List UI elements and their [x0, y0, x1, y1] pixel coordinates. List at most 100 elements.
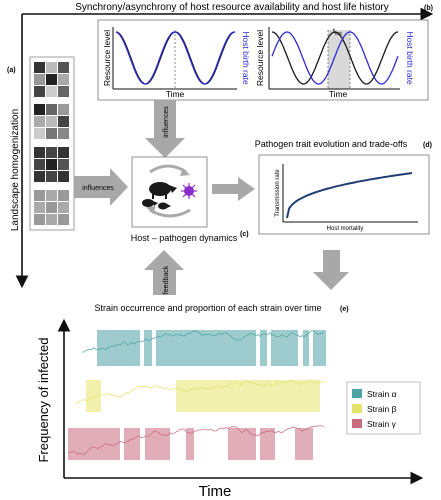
landscape-tile	[58, 62, 69, 73]
landscape-tile	[46, 190, 57, 201]
strain-occurrence-bar	[303, 330, 309, 366]
legend-swatch	[352, 389, 362, 398]
trait-axes	[282, 164, 418, 223]
landscape-tile	[58, 171, 69, 182]
left-resource-label: Resource level	[102, 30, 112, 86]
right-birth-label: Host birth rate	[405, 31, 415, 85]
strain-occurrence-bar	[144, 330, 152, 366]
landscape-tile	[58, 159, 69, 170]
legend-swatch	[352, 404, 362, 413]
landscape-tile	[34, 159, 45, 170]
strain-frequency-line	[81, 329, 325, 353]
landscape-tile	[34, 171, 45, 182]
header-tag: (b)	[424, 5, 433, 12]
landscape-tile	[58, 202, 69, 213]
sync-left-plot	[112, 27, 237, 90]
center-tag: (c)	[240, 231, 249, 238]
left-birth-label: Host birth rate	[241, 31, 251, 85]
landscape-tile	[58, 116, 69, 127]
landscape-tile	[34, 62, 45, 73]
landscape-tile	[58, 214, 69, 225]
strain-occurrence-bar	[86, 380, 101, 412]
strain-bars	[68, 330, 326, 460]
landscape-tile	[34, 128, 45, 139]
right-resource-label: Resource level	[255, 30, 265, 86]
landscape-tile	[46, 104, 57, 115]
strain-occurrence-bar	[186, 428, 194, 460]
strain-ylabel: Frequency of infected	[36, 337, 51, 462]
legend-swatch	[352, 419, 362, 428]
landscape-tile	[58, 147, 69, 158]
strain-frequency-line	[75, 379, 326, 404]
landscape-tile	[34, 190, 45, 201]
strain-occurrence-bar	[145, 428, 170, 460]
strain-occurrence-bar	[260, 330, 267, 366]
trait-ylabel: Transmission rate	[275, 169, 281, 217]
feedback-label: feedback	[163, 265, 170, 294]
trade-off-curve	[286, 172, 413, 219]
landscape-tile	[46, 116, 57, 127]
feedback-arrow	[144, 250, 184, 295]
landscape-tile	[34, 214, 45, 225]
strain-frequency-line	[67, 425, 325, 455]
strain-occurrence-bar	[124, 428, 140, 460]
strain-axes	[57, 318, 424, 485]
virus-icon	[181, 183, 197, 199]
sync-right-plot	[268, 27, 400, 90]
landscape-tile	[46, 128, 57, 139]
legend-label: Strain α	[367, 389, 397, 399]
landscape-tile	[34, 104, 45, 115]
landscape-tile	[46, 214, 57, 225]
strain-occurrence-bar	[97, 330, 140, 366]
landscape-tile	[46, 202, 57, 213]
legend-label: Strain γ	[367, 419, 397, 429]
strain-occurrence-bar	[295, 428, 313, 460]
boar-icon	[142, 182, 177, 210]
landscape-tile	[34, 74, 45, 85]
landscape-tile	[34, 86, 45, 97]
landscape-tile	[34, 202, 45, 213]
right-birth-curve	[271, 31, 399, 85]
legend-label: Strain β	[367, 404, 397, 414]
landscape-tile	[58, 74, 69, 85]
trait-tag: (d)	[423, 142, 432, 149]
landscape-tile	[34, 116, 45, 127]
strain-tag: (e)	[340, 306, 349, 313]
landscape-tile	[46, 86, 57, 97]
left-time-label: Time	[166, 89, 185, 99]
strain-lines	[67, 329, 326, 455]
landscape-title: Landscape homogenization	[10, 109, 21, 231]
landscape-tile	[46, 74, 57, 85]
strain-occurrence-bar	[228, 428, 256, 460]
header-title: Synchrony/asynchrony of host resource av…	[75, 2, 389, 13]
left-birth-curve	[115, 31, 236, 85]
landscape-frame	[29, 56, 75, 231]
landscape-tile	[58, 86, 69, 97]
lag-label: tlag	[333, 28, 342, 37]
landscape-tile	[58, 128, 69, 139]
strain-occurrence-bar	[313, 330, 326, 366]
influences-down-arrow	[145, 100, 185, 158]
strain-occurrence-bar	[68, 428, 120, 460]
trait-title: Pathogen trait evolution and trade-offs	[255, 139, 408, 149]
to-traits-arrow	[212, 177, 255, 201]
strain-xlabel: Time	[199, 483, 232, 500]
strain-occurrence-bar	[260, 428, 275, 460]
landscape-tile	[46, 159, 57, 170]
right-time-label: Time	[329, 89, 348, 99]
influences-right-arrow	[74, 168, 128, 206]
landscape-tile	[58, 190, 69, 201]
right-resource-curve	[271, 31, 399, 85]
landscape-tile	[46, 62, 57, 73]
trait-panel	[258, 154, 430, 235]
landscape-tile	[58, 104, 69, 115]
host-pathogen-label: Host – pathogen dynamics	[131, 233, 238, 243]
landscape-tiles	[34, 62, 69, 225]
influences-down-label: influences	[163, 106, 170, 138]
strain-occurrence-bar	[176, 380, 320, 412]
trait-xlabel: Host mortality	[327, 226, 364, 232]
landscape-tile	[46, 171, 57, 182]
landscape-tile	[34, 147, 45, 158]
to-strains-arrow	[313, 250, 349, 290]
